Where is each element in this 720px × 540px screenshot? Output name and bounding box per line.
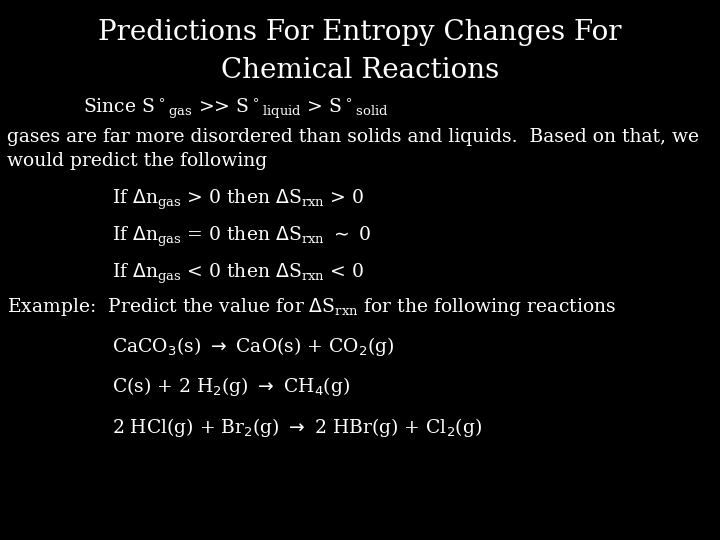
Text: Chemical Reactions: Chemical Reactions [221,57,499,84]
Text: If $\Delta$n$_{\mathregular{gas}}$ = 0 then $\Delta$S$_{\mathregular{rxn}}$ $\si: If $\Delta$n$_{\mathregular{gas}}$ = 0 t… [112,225,371,249]
Text: If $\Delta$n$_{\mathregular{gas}}$ > 0 then $\Delta$S$_{\mathregular{rxn}}$ > 0: If $\Delta$n$_{\mathregular{gas}}$ > 0 t… [112,188,364,212]
Text: 2 HCl(g) + Br$_2$(g) $\rightarrow$ 2 HBr(g) + Cl$_2$(g): 2 HCl(g) + Br$_2$(g) $\rightarrow$ 2 HBr… [112,416,482,439]
Text: If $\Delta$n$_{\mathregular{gas}}$ < 0 then $\Delta$S$_{\mathregular{rxn}}$ < 0: If $\Delta$n$_{\mathregular{gas}}$ < 0 t… [112,261,364,286]
Text: Predictions For Entropy Changes For: Predictions For Entropy Changes For [98,19,622,46]
Text: C(s) + 2 H$_2$(g) $\rightarrow$ CH$_4$(g): C(s) + 2 H$_2$(g) $\rightarrow$ CH$_4$(g… [112,375,350,399]
Text: would predict the following: would predict the following [7,152,267,170]
Text: gases are far more disordered than solids and liquids.  Based on that, we: gases are far more disordered than solid… [7,128,699,146]
Text: CaCO$_3$(s) $\rightarrow$ CaO(s) + CO$_2$(g): CaCO$_3$(s) $\rightarrow$ CaO(s) + CO$_2… [112,335,394,358]
Text: Example:  Predict the value for $\Delta$S$_{\mathregular{rxn}}$ for the followin: Example: Predict the value for $\Delta$S… [7,296,616,318]
Text: Since S$^\circ$$_{\mathregular{gas}}$ >> S$^\circ$$_{\mathregular{liquid}}$ > S$: Since S$^\circ$$_{\mathregular{gas}}$ >>… [83,96,389,120]
